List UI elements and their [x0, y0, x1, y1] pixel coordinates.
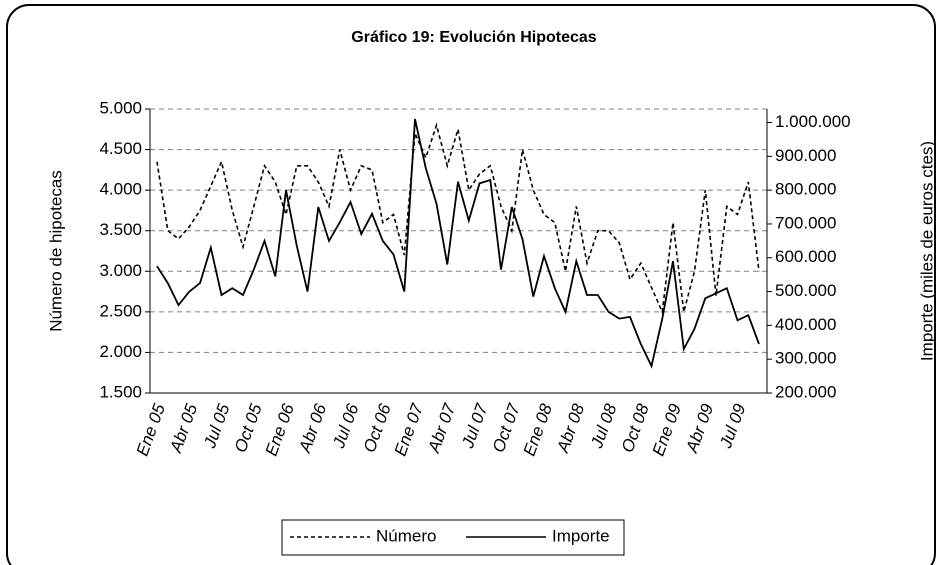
chart-title: Gráfico 19: Evolución Hipotecas — [351, 29, 597, 46]
data-line — [156, 118, 760, 369]
data-line — [156, 122, 760, 315]
y-tick-label: 5.000 — [99, 98, 142, 117]
y2-tick-label: 700.000 — [775, 213, 836, 232]
y-tick-label: 4.000 — [99, 180, 142, 199]
y-axis-label: Número de hipotecas — [46, 170, 65, 332]
y-tick-label: 2.500 — [99, 301, 142, 320]
y2-tick-label: 400.000 — [775, 315, 836, 334]
legend-label: Número — [376, 526, 436, 545]
y-tick-label: 3.000 — [99, 261, 142, 280]
y-tick-label: 3.500 — [99, 220, 142, 239]
y-tick-label: 2.000 — [99, 342, 142, 361]
y-tick-label: 4.500 — [99, 139, 142, 158]
chart-border — [6, 4, 936, 565]
y2-tick-label: 300.000 — [775, 349, 836, 368]
y2-tick-label: 600.000 — [775, 247, 836, 266]
y2-tick-label: 800.000 — [775, 180, 836, 199]
y2-tick-label: 900.000 — [775, 146, 836, 165]
y2-tick-label: 200.000 — [775, 382, 836, 401]
y-tick-label: 1.500 — [99, 382, 142, 401]
legend-label: Importe — [552, 526, 610, 545]
y2-axis-label: Importe (miles de euros ctes) — [917, 141, 936, 361]
y2-tick-label: 500.000 — [775, 281, 836, 300]
y2-tick-label: 1.000.000 — [775, 112, 851, 131]
